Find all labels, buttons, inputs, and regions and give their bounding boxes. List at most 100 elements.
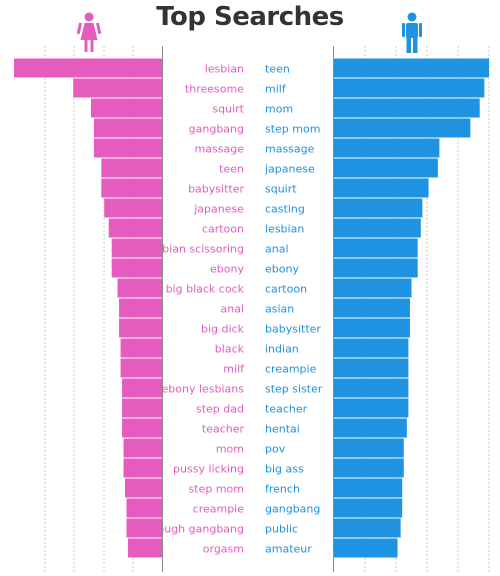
male-bar (334, 258, 418, 278)
male-search-label: mom (265, 103, 293, 116)
male-bar (334, 138, 440, 158)
female-search-label: step dad (196, 403, 244, 416)
female-bar (108, 218, 162, 238)
female-bar (125, 478, 162, 498)
male-search-label: casting (265, 203, 305, 216)
male-person-icon (402, 12, 422, 53)
female-search-label: creampie (193, 503, 245, 516)
female-search-label: babysitter (188, 183, 244, 196)
female-search-label: big dick (201, 323, 245, 336)
female-bar (123, 438, 162, 458)
female-search-label: ebony lesbians (162, 383, 245, 396)
female-bar (122, 418, 162, 438)
male-search-label: babysitter (265, 323, 321, 336)
axis-lines (162, 46, 334, 572)
male-search-label: teacher (265, 403, 308, 416)
male-search-label: indian (265, 343, 299, 356)
female-bar (126, 518, 162, 538)
male-bar (334, 238, 418, 258)
female-search-label: massage (195, 143, 245, 156)
female-bar (126, 498, 162, 518)
female-bar (120, 338, 162, 358)
male-search-label: ebony (265, 263, 299, 276)
male-bar (334, 118, 471, 138)
male-search-label: public (265, 523, 298, 536)
male-search-label: hentai (265, 423, 300, 436)
female-bar (119, 298, 162, 318)
male-search-label: japanese (264, 163, 315, 176)
female-search-label: threesome (185, 83, 244, 96)
female-search-label: black (215, 343, 245, 356)
male-search-label: creampie (265, 363, 317, 376)
female-bar (111, 258, 162, 278)
female-bar (93, 138, 162, 158)
female-search-label: anal (220, 303, 244, 316)
female-bars (14, 58, 162, 558)
male-bar (334, 158, 438, 178)
male-search-label: teen (265, 63, 290, 76)
male-search-label: asian (265, 303, 294, 316)
male-bar (334, 418, 407, 438)
female-bar (119, 318, 162, 338)
female-bar (93, 118, 162, 138)
male-bar (334, 338, 409, 358)
female-search-label: pussy licking (173, 463, 244, 476)
female-person-icon (76, 12, 102, 52)
male-bar (334, 58, 489, 78)
female-bar (127, 538, 162, 558)
female-bar (117, 278, 162, 298)
female-search-label: orgasm (203, 543, 244, 556)
female-bar (101, 158, 162, 178)
female-search-label: japanese (193, 203, 244, 216)
female-bar (73, 78, 162, 98)
male-bar (334, 278, 412, 298)
male-bars (334, 58, 489, 558)
female-search-label: lesbian (205, 63, 244, 76)
male-bar (334, 358, 409, 378)
female-bar (14, 58, 162, 78)
female-search-label: teacher (202, 423, 245, 436)
female-search-label: squirt (212, 103, 244, 116)
male-search-label: step mom (265, 123, 320, 136)
male-search-label: squirt (265, 183, 297, 196)
male-search-label: anal (265, 243, 289, 256)
male-bar (334, 198, 423, 218)
male-search-label: french (265, 483, 300, 496)
male-bar (334, 438, 404, 458)
male-search-label: cartoon (265, 283, 307, 296)
female-labels: lesbian threesome squirt gangbang massage tee… (147, 63, 245, 556)
male-bar (334, 318, 410, 338)
female-search-label: gangbang (189, 123, 244, 136)
female-bar (101, 178, 162, 198)
female-search-label: mom (216, 443, 244, 456)
male-search-label: amateur (265, 543, 312, 556)
female-bar (123, 458, 162, 478)
male-bar (334, 178, 429, 198)
male-bar (334, 298, 410, 318)
female-search-label: ebony (210, 263, 244, 276)
male-search-label: milf (265, 83, 287, 96)
female-search-label: big black cock (166, 283, 245, 296)
male-bar (334, 398, 409, 418)
female-bar (111, 238, 162, 258)
female-search-label: lesbian scissoring (147, 243, 244, 256)
female-search-label: step mom (189, 483, 244, 496)
male-labels: teen milf mom step mom massage japanese squirt… (264, 63, 323, 556)
male-search-label: massage (265, 143, 315, 156)
female-bar (104, 198, 162, 218)
male-bar (334, 538, 398, 558)
female-search-label: teen (219, 163, 244, 176)
male-bar (334, 458, 404, 478)
male-search-label: pov (265, 443, 286, 456)
female-search-label: rough gangbang (153, 523, 244, 536)
male-bar (334, 518, 401, 538)
female-bar (122, 398, 162, 418)
female-search-label: milf (223, 363, 245, 376)
female-search-label: cartoon (202, 223, 244, 236)
female-bar (120, 358, 162, 378)
male-bar (334, 218, 421, 238)
male-search-label: step sister (265, 383, 323, 396)
male-bar (334, 378, 409, 398)
male-bar (334, 478, 403, 498)
